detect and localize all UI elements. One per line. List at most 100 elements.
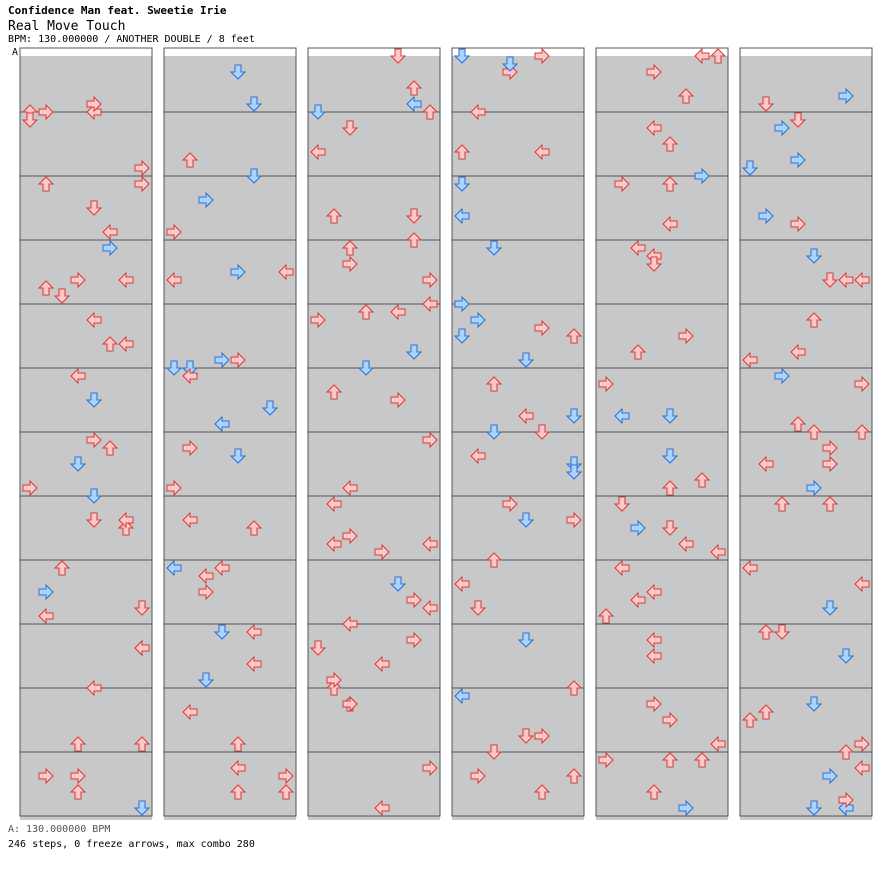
row-shade <box>20 88 152 104</box>
row-shade <box>20 504 152 520</box>
row-shade <box>20 72 152 88</box>
row-shade <box>164 776 296 792</box>
row-shade <box>452 568 584 584</box>
step-arrow <box>309 104 327 120</box>
row-shade <box>740 472 872 488</box>
row-shade <box>164 136 296 152</box>
row-shade <box>452 536 584 552</box>
row-shade <box>164 504 296 520</box>
step-arrow <box>854 759 870 777</box>
row-shade <box>452 88 584 104</box>
row-shade <box>596 568 728 584</box>
row-shade <box>740 248 872 264</box>
row-shade <box>740 184 872 200</box>
step-arrow <box>389 576 407 592</box>
row-shade <box>164 728 296 744</box>
row-shade <box>452 248 584 264</box>
row-shade <box>308 632 440 648</box>
row-shade <box>308 792 440 808</box>
step-arrow <box>790 343 806 361</box>
row-shade <box>740 408 872 424</box>
step-arrow <box>374 543 390 561</box>
step-arrow <box>214 351 230 369</box>
row-shade <box>740 696 872 712</box>
row-shade <box>452 440 584 456</box>
row-shade <box>452 56 584 72</box>
row-shade <box>308 808 440 820</box>
row-shade <box>20 664 152 680</box>
row-shade <box>20 696 152 712</box>
row-shade <box>164 200 296 216</box>
row-shade <box>20 568 152 584</box>
step-arrow <box>534 319 550 337</box>
step-arrow <box>422 759 438 777</box>
step-arrow <box>118 271 134 289</box>
row-shade <box>20 648 152 664</box>
row-shade <box>596 456 728 472</box>
step-arrow <box>389 48 407 64</box>
row-shade <box>308 600 440 616</box>
row-shade <box>740 536 872 552</box>
step-arrow <box>85 200 103 216</box>
row-shade <box>308 200 440 216</box>
step-arrow <box>310 311 326 329</box>
row-shade <box>452 344 584 360</box>
step-arrow <box>662 215 678 233</box>
row-shade <box>308 696 440 712</box>
row-shade <box>20 760 152 776</box>
row-shade <box>308 216 440 232</box>
row-shade <box>20 792 152 808</box>
step-arrow <box>646 695 662 713</box>
row-shade <box>740 584 872 600</box>
step-arrow <box>805 696 823 712</box>
step-arrow <box>86 431 102 449</box>
row-shade <box>452 264 584 280</box>
step-arrow <box>694 167 710 185</box>
row-shade <box>452 312 584 328</box>
row-shade <box>308 264 440 280</box>
step-arrow <box>357 360 375 376</box>
row-shade <box>452 136 584 152</box>
row-shade <box>596 344 728 360</box>
row-shade <box>164 312 296 328</box>
step-arrow <box>629 344 647 360</box>
row-shade <box>20 248 152 264</box>
row-shade <box>452 760 584 776</box>
row-shade <box>308 456 440 472</box>
step-arrow <box>533 784 551 800</box>
row-shade <box>164 152 296 168</box>
step-arrow <box>710 543 726 561</box>
step-arrow <box>22 479 38 497</box>
step-arrow <box>453 176 471 192</box>
row-shade <box>596 792 728 808</box>
row-shade <box>740 152 872 168</box>
step-arrow <box>533 424 551 440</box>
row-shade <box>596 280 728 296</box>
row-shade <box>452 504 584 520</box>
row-shade <box>164 472 296 488</box>
step-arrow <box>566 511 582 529</box>
row-shade <box>452 664 584 680</box>
step-arrow <box>374 655 390 673</box>
row-shade <box>740 136 872 152</box>
row-shade <box>596 152 728 168</box>
row-shade <box>596 504 728 520</box>
step-arrow <box>565 408 583 424</box>
step-arrow <box>854 375 870 393</box>
row-shade <box>452 520 584 536</box>
step-arrow <box>326 495 342 513</box>
step-arrow <box>646 583 662 601</box>
step-arrow <box>70 271 86 289</box>
step-arrow <box>326 671 342 689</box>
step-arrow <box>342 255 358 273</box>
step-arrow <box>661 136 679 152</box>
step-arrow <box>246 623 262 641</box>
step-arrow <box>677 88 695 104</box>
step-arrow <box>453 48 471 64</box>
row-shade <box>740 504 872 520</box>
step-arrow <box>166 479 182 497</box>
step-arrow <box>454 295 470 313</box>
row-shade <box>308 344 440 360</box>
step-arrow <box>485 240 503 256</box>
step-arrow <box>485 552 503 568</box>
